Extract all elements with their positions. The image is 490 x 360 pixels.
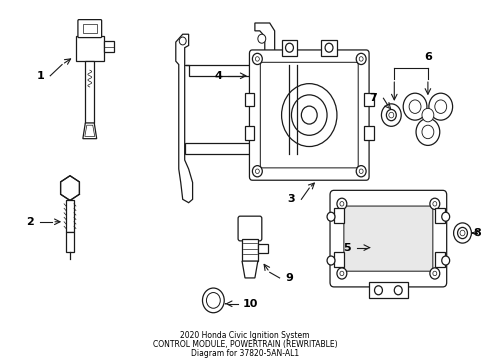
- Circle shape: [289, 134, 294, 141]
- Text: Diagram for 37820-5AN-AL1: Diagram for 37820-5AN-AL1: [191, 349, 299, 358]
- Circle shape: [282, 84, 337, 147]
- Bar: [76, 36, 103, 61]
- Polygon shape: [255, 23, 275, 64]
- Circle shape: [381, 104, 401, 126]
- Bar: [364, 126, 374, 140]
- Circle shape: [325, 43, 333, 52]
- Circle shape: [430, 268, 440, 279]
- Text: 2: 2: [26, 217, 34, 227]
- Circle shape: [337, 268, 347, 279]
- Circle shape: [252, 53, 262, 64]
- Bar: [245, 126, 254, 140]
- Circle shape: [454, 223, 471, 243]
- FancyBboxPatch shape: [238, 216, 262, 241]
- Circle shape: [442, 256, 450, 265]
- Text: 8: 8: [473, 228, 481, 238]
- Circle shape: [409, 100, 421, 113]
- Circle shape: [387, 109, 396, 121]
- FancyBboxPatch shape: [330, 190, 447, 287]
- Polygon shape: [185, 143, 290, 154]
- Circle shape: [422, 108, 434, 122]
- Circle shape: [258, 34, 266, 43]
- Circle shape: [458, 228, 467, 239]
- Circle shape: [327, 212, 335, 221]
- Bar: [66, 201, 74, 232]
- Bar: [334, 252, 344, 267]
- Bar: [368, 283, 408, 298]
- Polygon shape: [176, 34, 193, 203]
- Circle shape: [433, 271, 437, 276]
- Text: 5: 5: [343, 243, 351, 253]
- Polygon shape: [83, 123, 97, 139]
- Text: 4: 4: [214, 71, 222, 81]
- Circle shape: [337, 198, 347, 210]
- Circle shape: [442, 212, 450, 221]
- Text: CONTROL MODULE, POWERTRAIN (REWRITABLE): CONTROL MODULE, POWERTRAIN (REWRITABLE): [153, 340, 337, 349]
- Bar: [85, 61, 94, 123]
- Circle shape: [359, 169, 363, 174]
- Circle shape: [252, 166, 262, 177]
- Circle shape: [359, 57, 363, 61]
- Circle shape: [289, 78, 294, 85]
- Bar: [321, 40, 337, 55]
- Bar: [364, 93, 374, 106]
- Bar: [83, 24, 97, 33]
- Circle shape: [374, 286, 382, 295]
- Text: 7: 7: [369, 93, 377, 103]
- Bar: [282, 40, 297, 55]
- Circle shape: [430, 198, 440, 210]
- Circle shape: [340, 202, 344, 206]
- Circle shape: [435, 100, 447, 113]
- FancyBboxPatch shape: [249, 50, 369, 180]
- FancyBboxPatch shape: [260, 62, 358, 168]
- Circle shape: [394, 286, 402, 295]
- Circle shape: [255, 169, 259, 174]
- Circle shape: [179, 37, 186, 45]
- Circle shape: [356, 166, 366, 177]
- Circle shape: [433, 202, 437, 206]
- Circle shape: [460, 230, 465, 236]
- Polygon shape: [185, 64, 290, 76]
- FancyBboxPatch shape: [78, 20, 101, 37]
- Circle shape: [202, 288, 224, 313]
- Bar: [245, 93, 254, 106]
- Polygon shape: [85, 125, 95, 136]
- Text: 9: 9: [286, 273, 294, 283]
- Bar: [103, 41, 114, 52]
- Circle shape: [286, 43, 294, 52]
- Text: 3: 3: [288, 194, 295, 204]
- FancyBboxPatch shape: [344, 206, 433, 271]
- Circle shape: [340, 271, 344, 276]
- Circle shape: [429, 93, 453, 120]
- Circle shape: [403, 93, 427, 120]
- Circle shape: [301, 106, 317, 124]
- Text: 1: 1: [36, 71, 44, 81]
- Bar: [435, 252, 445, 267]
- Circle shape: [389, 112, 394, 118]
- Circle shape: [422, 125, 434, 139]
- Bar: [334, 208, 344, 224]
- Polygon shape: [61, 176, 79, 201]
- Circle shape: [327, 256, 335, 265]
- Text: 10: 10: [242, 299, 258, 309]
- Polygon shape: [66, 232, 74, 252]
- Circle shape: [416, 118, 440, 145]
- Bar: [435, 208, 445, 224]
- Polygon shape: [242, 261, 258, 278]
- Text: 6: 6: [424, 52, 432, 62]
- Text: 2020 Honda Civic Ignition System: 2020 Honda Civic Ignition System: [180, 331, 310, 340]
- Circle shape: [206, 293, 220, 308]
- Bar: [258, 244, 268, 253]
- Circle shape: [255, 57, 259, 61]
- Circle shape: [356, 53, 366, 64]
- Bar: [242, 239, 258, 261]
- Circle shape: [292, 95, 327, 135]
